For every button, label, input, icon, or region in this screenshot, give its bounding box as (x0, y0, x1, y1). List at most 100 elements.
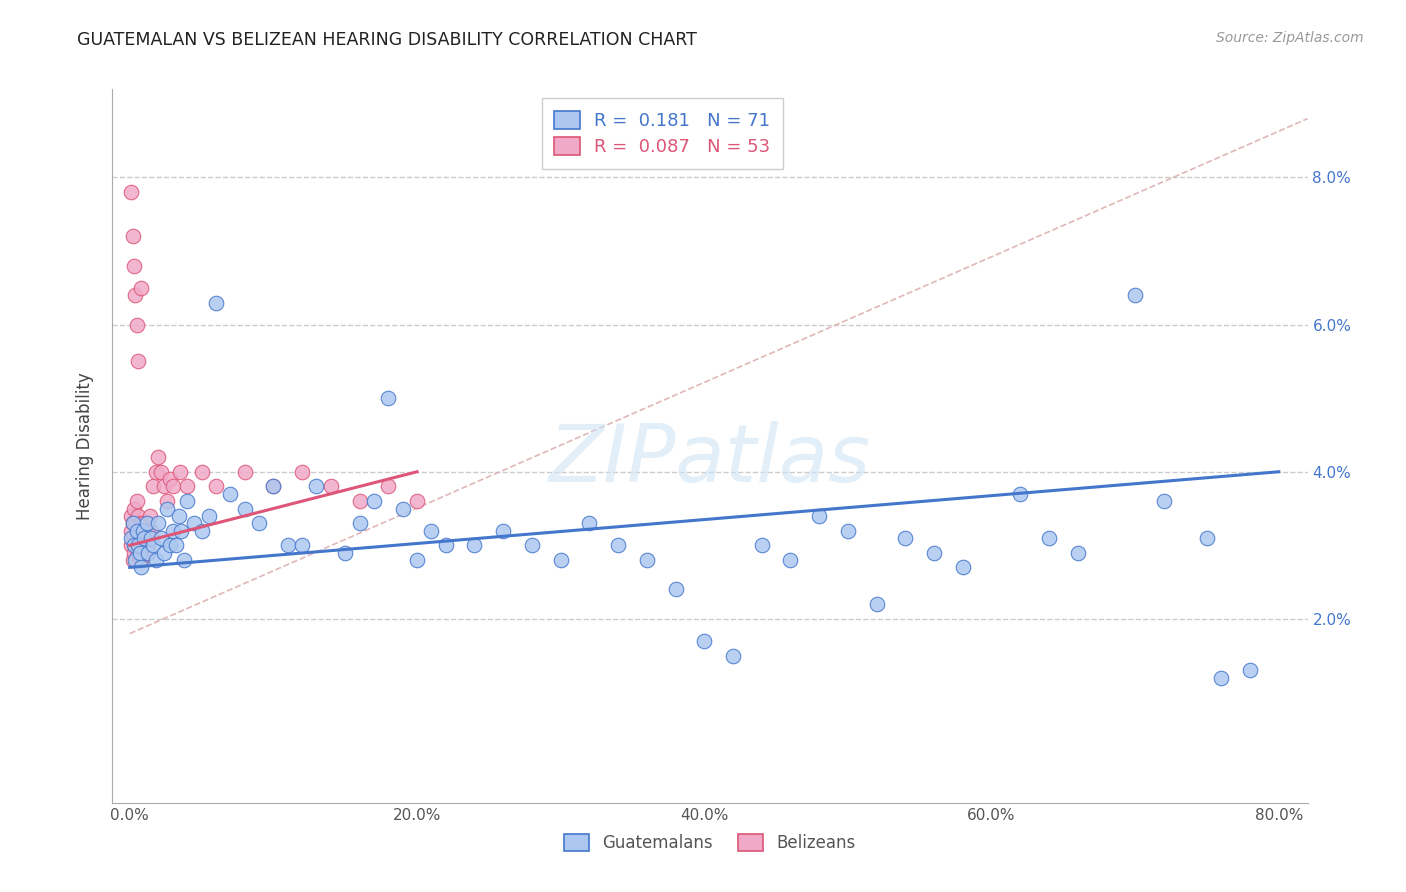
Point (1153, 494, 1175, 508)
Point (607, 538, 630, 552)
Point (808, 508, 831, 523)
Point (349, 516, 371, 531)
Point (122, 538, 145, 552)
Point (205, 479, 228, 493)
Point (131, 524, 153, 538)
Point (121, 229, 143, 244)
Point (128, 546, 150, 560)
Point (636, 553, 658, 567)
Point (319, 479, 342, 493)
Point (153, 479, 176, 493)
Point (578, 516, 600, 531)
Point (127, 508, 149, 523)
Point (141, 531, 163, 545)
Point (291, 465, 314, 479)
Text: ZIPatlas: ZIPatlas (548, 421, 872, 500)
Point (233, 501, 256, 516)
Point (866, 597, 889, 611)
Point (233, 465, 256, 479)
Point (262, 479, 284, 493)
Point (363, 494, 385, 508)
Point (156, 501, 179, 516)
Point (142, 479, 165, 493)
Point (952, 560, 974, 574)
Point (121, 531, 143, 545)
Point (721, 648, 744, 663)
Point (120, 531, 142, 545)
Point (463, 538, 485, 552)
Point (129, 553, 152, 567)
Point (132, 516, 155, 531)
Point (128, 524, 150, 538)
Point (136, 524, 159, 538)
Legend: Guatemalans, Belizeans: Guatemalans, Belizeans (558, 827, 862, 859)
Point (124, 553, 146, 567)
Point (122, 259, 145, 273)
Point (125, 531, 148, 545)
Point (145, 465, 167, 479)
Point (434, 538, 457, 552)
Point (141, 524, 163, 538)
Point (173, 553, 195, 567)
Point (120, 508, 142, 523)
Point (138, 538, 160, 552)
Point (391, 501, 413, 516)
Point (197, 508, 219, 523)
Point (150, 465, 173, 479)
Point (167, 508, 190, 523)
Point (176, 479, 198, 493)
Point (128, 538, 150, 552)
Point (219, 487, 242, 501)
Point (190, 524, 212, 538)
Text: Source: ZipAtlas.com: Source: ZipAtlas.com (1216, 31, 1364, 45)
Point (492, 524, 515, 538)
Point (377, 391, 399, 405)
Point (138, 546, 160, 560)
Point (156, 494, 179, 508)
Point (131, 538, 153, 552)
Point (406, 553, 429, 567)
Point (420, 524, 443, 538)
Point (120, 185, 142, 199)
Point (262, 479, 284, 493)
Point (129, 516, 152, 531)
Point (120, 524, 142, 538)
Point (148, 516, 170, 531)
Point (122, 546, 145, 560)
Point (190, 465, 212, 479)
Point (120, 538, 142, 552)
Point (124, 538, 146, 552)
Point (335, 546, 357, 560)
Point (122, 501, 145, 516)
Point (165, 538, 187, 552)
Point (162, 524, 184, 538)
Point (129, 560, 152, 574)
Point (124, 288, 146, 302)
Point (124, 516, 146, 531)
Point (129, 281, 152, 295)
Point (291, 538, 314, 552)
Point (205, 295, 228, 310)
Point (183, 516, 205, 531)
Point (121, 516, 143, 531)
Point (127, 538, 149, 552)
Point (121, 553, 143, 567)
Point (1211, 671, 1233, 685)
Point (121, 516, 143, 531)
Point (170, 524, 193, 538)
Point (142, 538, 165, 552)
Point (305, 479, 328, 493)
Point (520, 538, 543, 552)
Point (664, 582, 686, 597)
Point (127, 546, 149, 560)
Point (922, 546, 945, 560)
Point (145, 553, 167, 567)
Point (159, 472, 181, 486)
Point (125, 494, 148, 508)
Point (247, 516, 270, 531)
Point (377, 479, 399, 493)
Point (125, 318, 148, 332)
Point (125, 524, 148, 538)
Point (148, 450, 170, 464)
Point (1239, 664, 1261, 678)
